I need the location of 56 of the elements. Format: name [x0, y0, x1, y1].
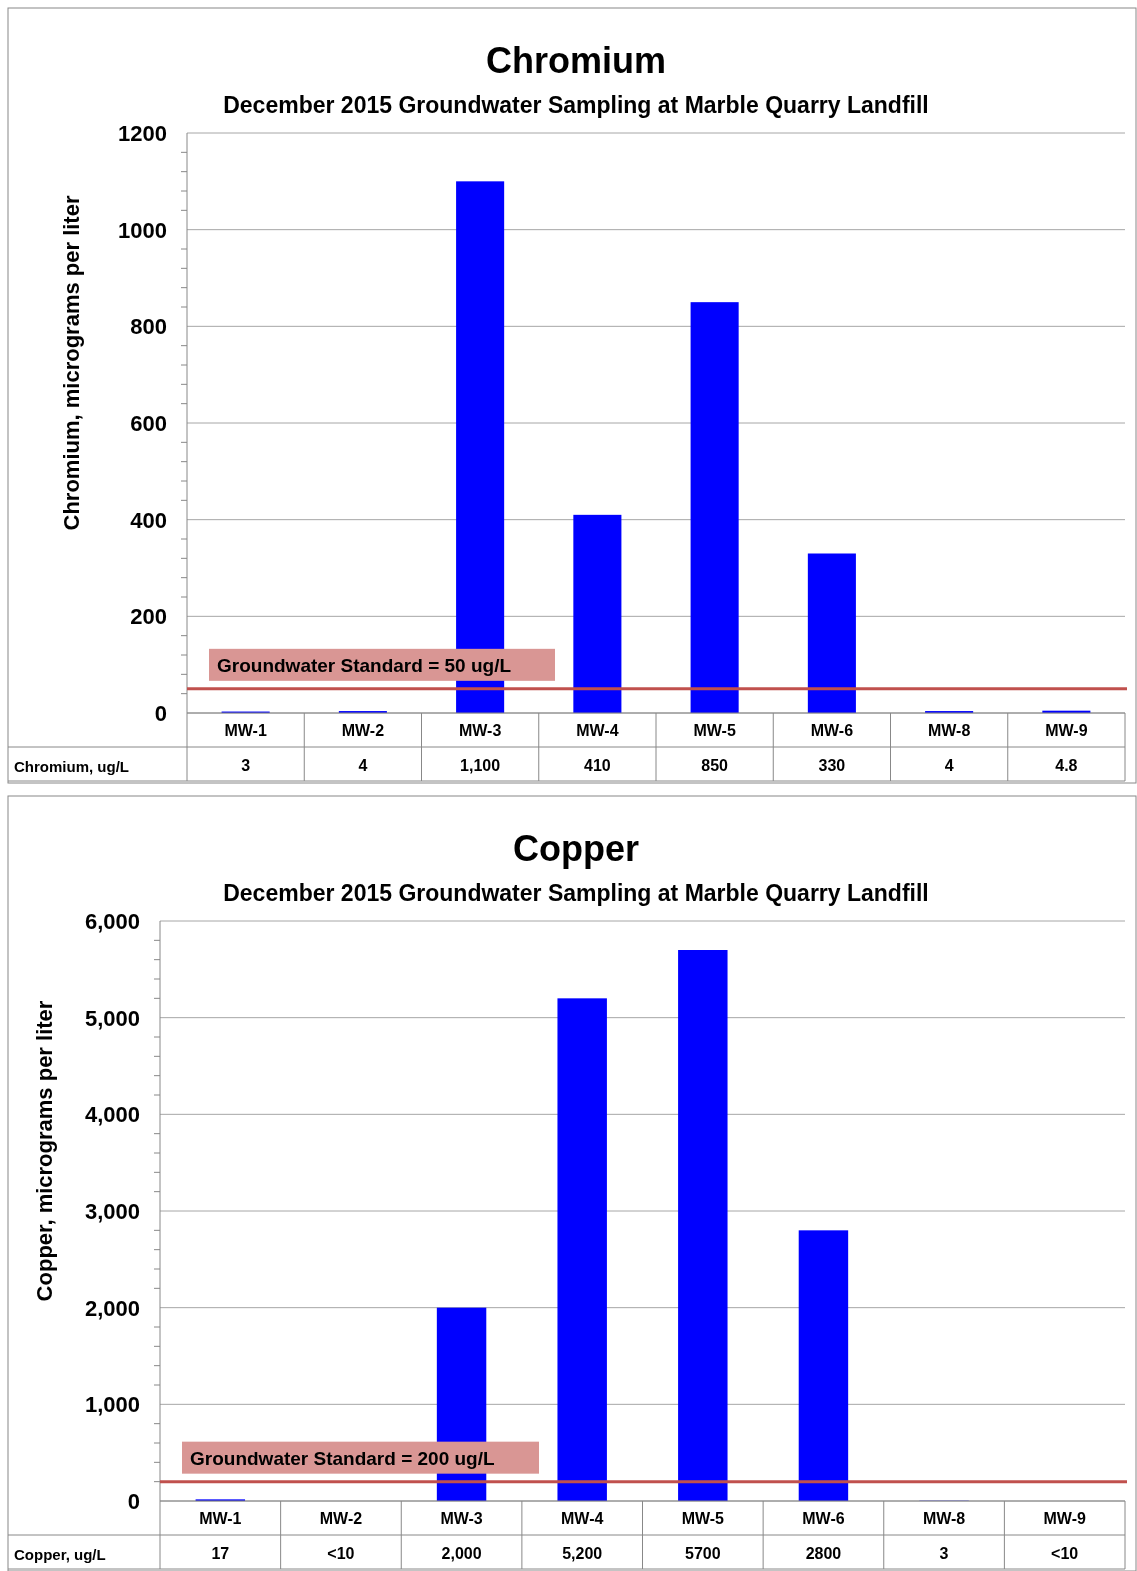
chart-title: Copper: [513, 828, 639, 869]
x-tick-label: MW-3: [458, 722, 502, 739]
x-tick-label: MW-2: [341, 722, 385, 739]
data-label: 4: [944, 757, 954, 774]
data-label: 5700: [685, 1545, 721, 1562]
y-tick-label: 1200: [118, 121, 167, 146]
x-tick-label: MW-1: [199, 1510, 242, 1527]
y-tick-label: 5,000: [84, 1005, 140, 1031]
y-tick-label: 0: [127, 1489, 140, 1514]
data-label: 410: [584, 757, 611, 774]
x-tick-label: MW-9: [1045, 722, 1088, 739]
data-label: 330: [818, 757, 846, 774]
y-tick-label: 400: [130, 507, 167, 533]
x-tick-label: MW-2: [319, 1510, 363, 1527]
x-tick-label: MW-5: [693, 722, 736, 739]
data-label: 4: [358, 757, 368, 774]
chart-subtitle: December 2015 Groundwater Sampling at Marble Quarry Landfill: [223, 92, 929, 118]
chart-title: Chromium: [486, 40, 666, 81]
data-label: 5,200: [562, 1545, 603, 1562]
x-tick-label: MW-1: [224, 722, 267, 739]
y-tick-label: 1,000: [84, 1392, 140, 1418]
data-label: 3: [241, 757, 251, 774]
x-tick-label: MW-6: [802, 1510, 845, 1527]
y-axis-title: Copper, micrograms per liter: [32, 1000, 57, 1302]
y-tick-label: 600: [130, 411, 167, 436]
data-label: 3: [939, 1545, 949, 1562]
data-label: 2800: [805, 1545, 842, 1562]
x-tick-label: MW-3: [440, 1510, 483, 1527]
data-label: 2,000: [441, 1545, 482, 1562]
text: <10: [1051, 1545, 1079, 1562]
text: Chromium, ug/L: [14, 758, 129, 775]
ref-line-label: Groundwater Standard = 200 ug/L: [190, 1447, 495, 1469]
ref-line-label: Groundwater Standard = 50 ug/L: [217, 654, 512, 676]
x-tick-label: MW-5: [681, 1510, 725, 1527]
x-tick-label: MW-4: [561, 1510, 604, 1527]
x-tick-label: MW-8: [922, 1510, 966, 1527]
y-axis-title: Chromium, micrograms per liter: [59, 195, 84, 531]
text: Copper, ug/L: [14, 1546, 106, 1563]
data-label: 17: [211, 1545, 230, 1562]
data-label: 1,100: [460, 757, 501, 774]
chart-subtitle: December 2015 Groundwater Sampling at Marble Quarry Landfill: [223, 880, 929, 906]
x-tick-label: MW-4: [576, 722, 619, 739]
y-tick-label: 3,000: [84, 1199, 140, 1224]
y-tick-label: 0: [154, 701, 167, 726]
y-tick-label: 6,000: [84, 909, 140, 934]
y-tick-label: 4,000: [84, 1102, 140, 1128]
y-tick-label: 2,000: [84, 1295, 140, 1321]
text: <10: [327, 1545, 355, 1562]
x-tick-label: MW-9: [1043, 1510, 1086, 1527]
y-tick-label: 200: [130, 604, 167, 630]
data-label: 4.8: [1055, 757, 1078, 774]
x-tick-label: MW-8: [927, 722, 971, 739]
x-tick-label: MW-6: [810, 722, 854, 739]
y-tick-label: 800: [130, 314, 167, 340]
y-tick-label: 1000: [118, 217, 167, 243]
data-label: 850: [701, 757, 729, 774]
